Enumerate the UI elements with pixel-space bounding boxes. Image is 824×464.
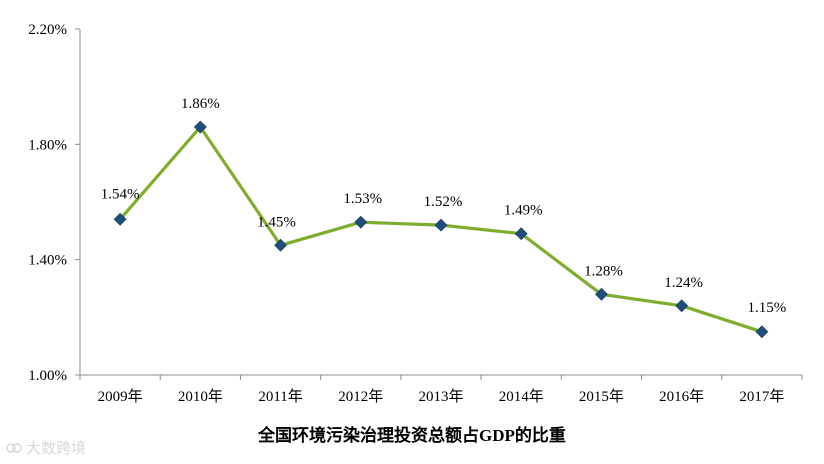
data-point-marker xyxy=(434,218,448,232)
data-point-marker xyxy=(193,120,207,134)
data-point-marker xyxy=(675,299,689,313)
data-point-marker xyxy=(595,287,608,301)
data-label-layer: 1.54% 1.86% 1.45% 1.53% 1.52% 1.49% 1.28% 1.24%… xyxy=(101,96,787,316)
x-tick-label: 2011年 xyxy=(258,388,302,405)
x-tick-label: 2015年 xyxy=(579,388,624,405)
data-point-marker xyxy=(274,238,287,252)
data-point-marker xyxy=(514,227,528,241)
data-label: 1.15% xyxy=(748,300,787,316)
watermark-logo-icon xyxy=(6,443,22,453)
y-tick-label: 2.20% xyxy=(28,22,67,38)
x-tick-label: 2017年 xyxy=(739,388,784,405)
watermark-text: 大数跨境 xyxy=(26,439,87,457)
data-label: 1.28% xyxy=(584,263,623,279)
series-marker-layer xyxy=(113,120,769,339)
data-point-marker xyxy=(755,325,769,339)
watermark: 大数跨境 xyxy=(6,437,86,458)
x-tick-label: 2010年 xyxy=(178,388,223,405)
data-label: 1.52% xyxy=(424,194,463,210)
data-point-marker xyxy=(354,215,368,229)
y-tick-label: 1.00% xyxy=(28,368,67,384)
data-point-marker xyxy=(113,212,127,226)
chart-title: 全国环境污染治理投资总额占GDP的比重 xyxy=(258,426,566,445)
data-label: 1.45% xyxy=(257,214,296,230)
data-label: 1.53% xyxy=(343,191,382,207)
x-tick-label: 2009年 xyxy=(98,388,143,405)
data-label: 1.24% xyxy=(664,275,703,291)
x-tick-label: 2014年 xyxy=(499,388,544,405)
y-tick-label: 1.80% xyxy=(28,137,67,153)
x-tick-label: 2012年 xyxy=(338,388,383,405)
data-label: 1.86% xyxy=(181,96,220,112)
y-tick-label: 1.40% xyxy=(28,253,67,269)
x-tick-label: 2016年 xyxy=(659,388,704,405)
data-label: 1.49% xyxy=(504,203,543,219)
data-label: 1.54% xyxy=(101,186,140,202)
axes: 1.00% 1.40% 1.80% 2.20% 2009年 2010年 2011年 2012年… xyxy=(28,22,803,405)
x-tick-label: 2013年 xyxy=(418,388,463,405)
